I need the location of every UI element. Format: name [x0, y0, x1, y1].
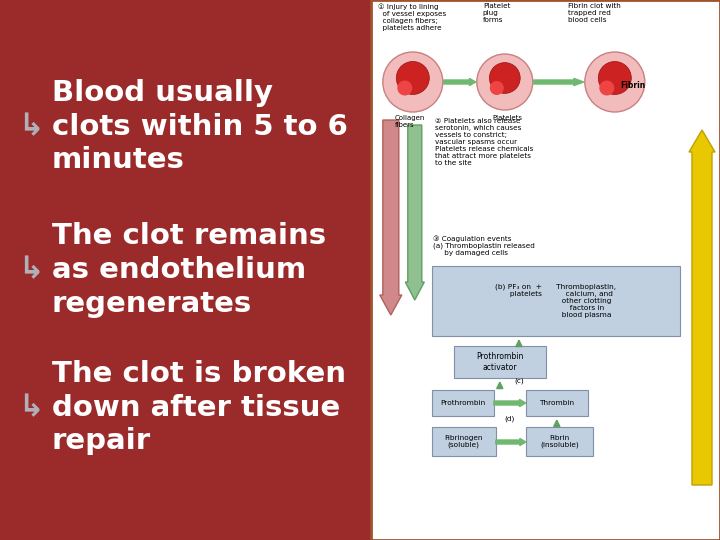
- FancyBboxPatch shape: [526, 427, 593, 456]
- FancyArrow shape: [534, 78, 584, 86]
- Text: ③ Coagulation events
(a) Thromboplastin released
     by damaged cells: ③ Coagulation events (a) Thromboplastin …: [433, 235, 535, 256]
- Circle shape: [397, 80, 413, 96]
- FancyBboxPatch shape: [432, 390, 494, 416]
- Text: Prothrombin
activator: Prothrombin activator: [476, 352, 523, 372]
- Text: Platelet
plug
forms: Platelet plug forms: [483, 3, 510, 23]
- Text: Prothrombin: Prothrombin: [440, 400, 485, 406]
- Text: Platelets: Platelets: [492, 115, 523, 121]
- FancyBboxPatch shape: [0, 45, 720, 77]
- Text: ↳: ↳: [18, 393, 43, 422]
- FancyArrow shape: [444, 78, 476, 86]
- Text: The clot remains
as endothelium
regenerates: The clot remains as endothelium regenera…: [52, 222, 326, 318]
- FancyBboxPatch shape: [432, 266, 680, 336]
- Text: The clot is broken
down after tissue
repair: The clot is broken down after tissue rep…: [52, 360, 346, 455]
- Text: Fibrin clot with
trapped red
blood cells: Fibrin clot with trapped red blood cells: [568, 3, 621, 23]
- Text: (d): (d): [505, 416, 515, 422]
- FancyBboxPatch shape: [371, 0, 720, 540]
- Text: Collagen
fibers: Collagen fibers: [395, 115, 426, 128]
- Text: ① Injury to lining
  of vessel exposes
  collagen fibers;
  platelets adhere: ① Injury to lining of vessel exposes col…: [378, 3, 446, 31]
- Circle shape: [490, 81, 504, 95]
- FancyBboxPatch shape: [526, 390, 588, 416]
- Text: Blood usually
clots within 5 to 6
minutes: Blood usually clots within 5 to 6 minute…: [52, 79, 348, 174]
- Circle shape: [396, 62, 429, 94]
- FancyArrow shape: [380, 120, 402, 315]
- Text: Thrombin: Thrombin: [539, 400, 575, 406]
- FancyArrow shape: [405, 125, 424, 300]
- Text: Fibrin
(insoluble): Fibrin (insoluble): [540, 435, 579, 448]
- Text: ↳: ↳: [18, 255, 43, 285]
- FancyArrow shape: [494, 400, 526, 407]
- Text: (c): (c): [514, 378, 524, 384]
- Circle shape: [598, 62, 631, 94]
- Circle shape: [585, 52, 645, 112]
- FancyArrow shape: [689, 130, 715, 485]
- Circle shape: [599, 80, 614, 96]
- Text: Fibrin: Fibrin: [620, 80, 645, 90]
- FancyBboxPatch shape: [432, 427, 496, 456]
- Text: ② Platelets also release
serotonin, which causes
vessels to constrict;
vascular : ② Platelets also release serotonin, whic…: [435, 118, 534, 166]
- FancyArrow shape: [496, 438, 526, 445]
- Circle shape: [490, 63, 521, 93]
- Text: (b) PF₃ on  +      Thromboplastin,
     platelets          calcium, and
        : (b) PF₃ on + Thromboplastin, platelets c…: [495, 284, 616, 318]
- Text: ↳: ↳: [18, 112, 43, 141]
- Text: Fibrinogen
(soluble): Fibrinogen (soluble): [444, 435, 483, 448]
- FancyBboxPatch shape: [454, 346, 546, 378]
- FancyBboxPatch shape: [0, 0, 720, 35]
- Circle shape: [383, 52, 443, 112]
- FancyBboxPatch shape: [0, 0, 371, 540]
- Circle shape: [477, 54, 533, 110]
